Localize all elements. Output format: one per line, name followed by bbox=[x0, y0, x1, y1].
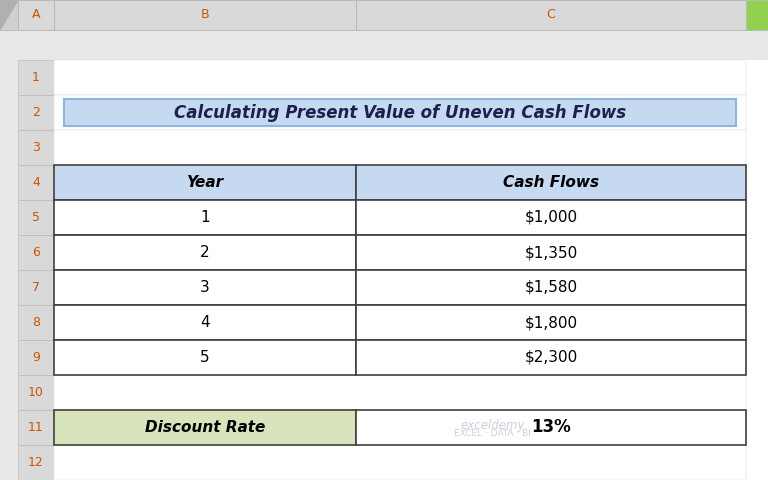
Bar bbox=[64, 99, 736, 126]
Text: 9: 9 bbox=[32, 351, 40, 364]
Bar bbox=[356, 165, 746, 200]
Bar bbox=[54, 305, 356, 340]
Text: 6: 6 bbox=[32, 246, 40, 259]
Text: 1: 1 bbox=[32, 71, 40, 84]
Bar bbox=[54, 445, 746, 480]
Text: 3: 3 bbox=[32, 141, 40, 154]
Bar bbox=[54, 0, 356, 30]
Bar bbox=[18, 0, 54, 30]
Text: 4: 4 bbox=[200, 315, 210, 330]
Bar bbox=[54, 340, 356, 375]
Bar bbox=[356, 410, 746, 445]
Bar bbox=[54, 95, 746, 130]
Text: 13%: 13% bbox=[531, 419, 571, 436]
Bar bbox=[54, 200, 356, 235]
Bar bbox=[18, 305, 54, 340]
Bar bbox=[54, 270, 356, 305]
Text: 5: 5 bbox=[200, 350, 210, 365]
Bar bbox=[18, 375, 54, 410]
Bar bbox=[18, 165, 54, 200]
Text: 12: 12 bbox=[28, 456, 44, 469]
Text: 1: 1 bbox=[200, 210, 210, 225]
Bar bbox=[356, 0, 746, 30]
Bar bbox=[18, 60, 768, 480]
Text: A: A bbox=[31, 9, 40, 22]
Text: 2: 2 bbox=[32, 106, 40, 119]
Text: 5: 5 bbox=[32, 211, 40, 224]
Text: $1,800: $1,800 bbox=[525, 315, 578, 330]
Text: C: C bbox=[547, 9, 555, 22]
Text: $1,580: $1,580 bbox=[525, 280, 578, 295]
Bar bbox=[54, 305, 746, 340]
Bar bbox=[18, 445, 54, 480]
Bar bbox=[356, 200, 746, 235]
Text: 11: 11 bbox=[28, 421, 44, 434]
Text: $1,350: $1,350 bbox=[525, 245, 578, 260]
Text: 2: 2 bbox=[200, 245, 210, 260]
Bar bbox=[18, 130, 54, 165]
Text: B: B bbox=[200, 9, 210, 22]
Bar bbox=[54, 410, 356, 445]
Bar bbox=[54, 165, 356, 200]
Text: $1,000: $1,000 bbox=[525, 210, 578, 225]
Bar bbox=[54, 60, 746, 95]
Bar bbox=[54, 340, 746, 375]
Bar bbox=[356, 270, 746, 305]
Text: 10: 10 bbox=[28, 386, 44, 399]
Bar bbox=[18, 200, 54, 235]
Bar bbox=[18, 235, 54, 270]
Text: EXCEL · DATA · BI: EXCEL · DATA · BI bbox=[454, 429, 531, 438]
Bar bbox=[356, 340, 746, 375]
Bar bbox=[54, 270, 746, 305]
Text: 7: 7 bbox=[32, 281, 40, 294]
Text: Calculating Present Value of Uneven Cash Flows: Calculating Present Value of Uneven Cash… bbox=[174, 104, 626, 121]
Bar bbox=[18, 95, 54, 130]
Text: exceldemy: exceldemy bbox=[460, 419, 525, 432]
Bar bbox=[54, 200, 746, 235]
Bar bbox=[54, 165, 746, 200]
Bar bbox=[54, 235, 356, 270]
Bar bbox=[0, 0, 18, 30]
Text: Discount Rate: Discount Rate bbox=[145, 420, 265, 435]
Text: Year: Year bbox=[187, 175, 223, 190]
Bar bbox=[54, 130, 746, 165]
Text: 4: 4 bbox=[32, 176, 40, 189]
Bar bbox=[18, 60, 54, 95]
Bar bbox=[54, 375, 746, 410]
Text: $2,300: $2,300 bbox=[525, 350, 578, 365]
Bar bbox=[18, 340, 54, 375]
Bar bbox=[356, 235, 746, 270]
Bar bbox=[54, 410, 746, 445]
Bar bbox=[18, 270, 54, 305]
Text: 8: 8 bbox=[32, 316, 40, 329]
Bar bbox=[746, 0, 768, 30]
Bar bbox=[54, 235, 746, 270]
Text: 3: 3 bbox=[200, 280, 210, 295]
Bar bbox=[356, 305, 746, 340]
Text: Cash Flows: Cash Flows bbox=[503, 175, 599, 190]
Polygon shape bbox=[0, 0, 18, 30]
Bar bbox=[18, 410, 54, 445]
